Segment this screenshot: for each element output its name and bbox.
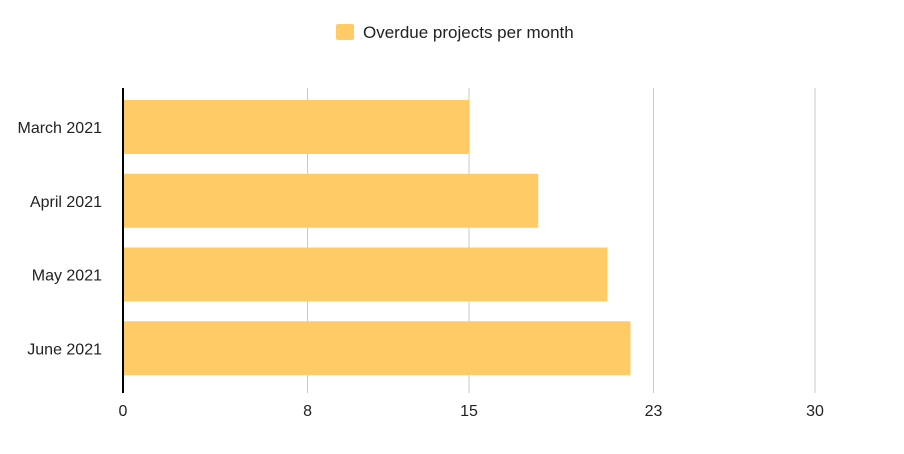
legend-swatch xyxy=(336,24,354,40)
tick-label: 23 xyxy=(645,403,663,420)
bar xyxy=(123,247,608,302)
category-label: April 2021 xyxy=(30,194,102,211)
legend: Overdue projects per month xyxy=(336,23,574,42)
bar xyxy=(123,100,469,154)
category-labels: March 2021 April 2021 May 2021 June 2021 xyxy=(18,120,103,358)
tick-label: 30 xyxy=(806,403,824,420)
bars xyxy=(123,100,631,376)
tick-label: 8 xyxy=(303,403,312,420)
category-label: March 2021 xyxy=(18,120,103,137)
category-label: May 2021 xyxy=(32,268,102,285)
category-label: June 2021 xyxy=(27,341,102,358)
tick-label: 0 xyxy=(119,403,128,420)
tick-labels: 0 8 15 23 30 xyxy=(119,403,824,420)
bar xyxy=(123,321,631,376)
bar xyxy=(123,173,539,228)
legend-label: Overdue projects per month xyxy=(363,23,574,42)
tick-label: 15 xyxy=(460,403,478,420)
